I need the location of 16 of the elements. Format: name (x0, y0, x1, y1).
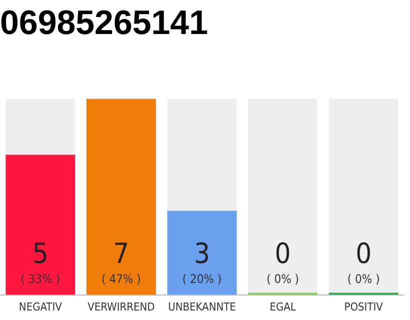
data-label: 0 ( 0% ) (347, 236, 380, 286)
chart-title: 06985265141 (0, 4, 208, 42)
x-tick-label: VERWIRREND (88, 300, 156, 314)
data-label: 3 ( 20% ) (182, 236, 222, 286)
data-label: 0 ( 0% ) (266, 236, 300, 286)
bar (86, 98, 156, 295)
x-tick-label: NEGATIV (18, 300, 62, 314)
data-label: 7 ( 47% ) (102, 236, 141, 286)
bar (167, 98, 237, 211)
bar (6, 154, 76, 295)
bar (6, 98, 76, 155)
data-label: 5 ( 33% ) (20, 236, 60, 286)
x-tick-label: UNBEKANNTE (168, 300, 236, 314)
bar (167, 210, 237, 295)
x-tick-label: POSITIV (344, 300, 384, 314)
x-tick-label: EGAL (270, 300, 296, 314)
